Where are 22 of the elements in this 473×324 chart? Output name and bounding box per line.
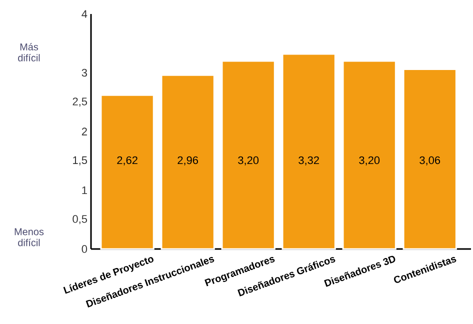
y-tick-label: 2,5 (72, 98, 88, 107)
data-label: 3,20 (238, 156, 259, 166)
data-label: 3,20 (359, 156, 380, 166)
data-label: 3,06 (420, 156, 440, 166)
y-tick-label: 1,5 (73, 156, 88, 166)
y-tick-label: 4 (82, 10, 88, 18)
data-label: 2,62 (117, 156, 138, 166)
y-tick-label: 0,5 (72, 215, 88, 224)
bar (342, 60, 396, 250)
bar (402, 68, 457, 250)
bar (221, 60, 276, 250)
y-tick-label: 3 (82, 68, 87, 77)
bar (282, 53, 336, 250)
y-tick-label: 2 (82, 128, 87, 136)
data-label: 2,96 (178, 156, 198, 166)
bar (160, 74, 215, 250)
data-label: 3,32 (298, 156, 319, 166)
y-tick-label: 1 (82, 186, 87, 194)
text: Menos difícil (14, 228, 44, 246)
bar (100, 94, 154, 250)
y-tick-label: 0 (82, 245, 88, 253)
text: Más difícil (18, 42, 40, 62)
